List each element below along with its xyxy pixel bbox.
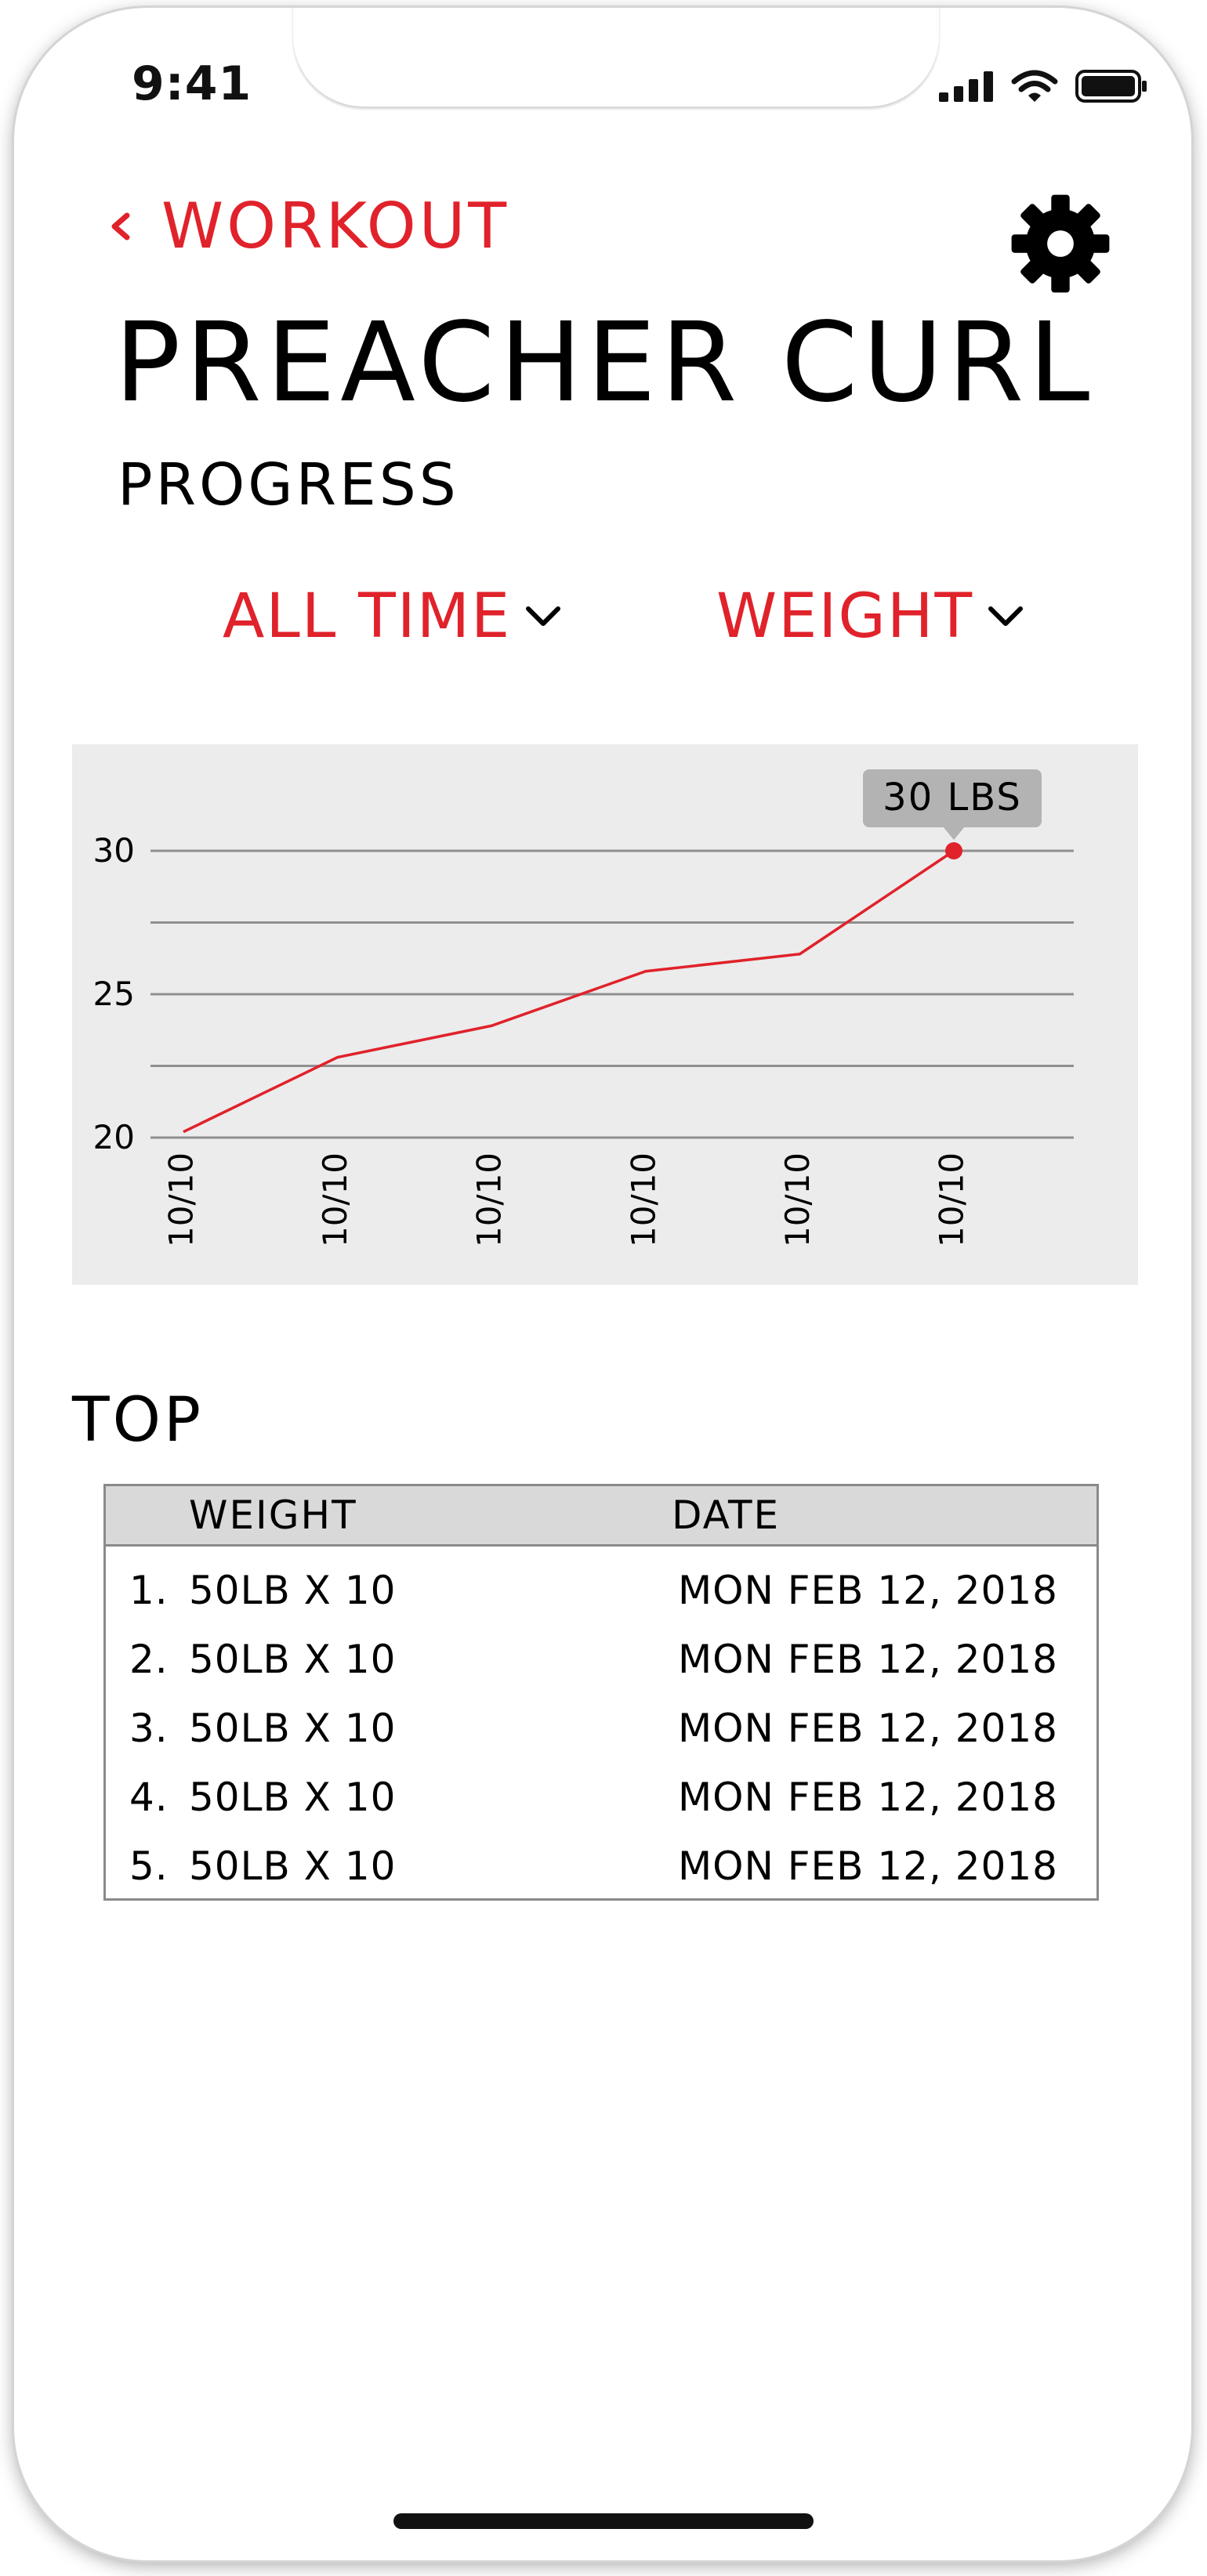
row-weight: 50LB X 10 xyxy=(189,1637,397,1682)
device-notch xyxy=(293,8,939,107)
y-tick-label: 25 xyxy=(93,975,135,1013)
phone-frame: 9:41 WORKOUT xyxy=(14,8,1191,2560)
home-indicator[interactable] xyxy=(393,2513,814,2529)
y-tick-label: 30 xyxy=(93,831,135,870)
x-tick-label: 10/10 xyxy=(162,1152,201,1247)
chevron-down-icon xyxy=(988,606,1024,626)
table-header: WEIGHT DATE xyxy=(106,1486,1096,1547)
chevron-left-icon xyxy=(111,212,130,240)
row-rank: 1. xyxy=(129,1568,169,1613)
progress-chart-svg: 30 25 20 10/10 10/10 10/10 10/10 10/10 10/10 30 L… xyxy=(93,769,1074,1247)
top-heading: TOP xyxy=(72,1385,205,1456)
table-row[interactable]: 4. 50LB X 10 MON FEB 12, 2018 xyxy=(106,1767,1096,1829)
tooltip-pointer xyxy=(943,827,965,840)
tooltip-label: 30 LBS xyxy=(883,776,1022,819)
column-header-date: DATE xyxy=(672,1492,781,1538)
row-rank: 5. xyxy=(129,1843,169,1889)
row-weight: 50LB X 10 xyxy=(189,1568,397,1613)
page-subtitle: PROGRESS xyxy=(118,451,459,519)
tooltip-box xyxy=(863,769,1042,827)
x-tick-label: 10/10 xyxy=(933,1152,971,1247)
highlight-point xyxy=(945,842,962,859)
table-row[interactable]: 3. 50LB X 10 MON FEB 12, 2018 xyxy=(106,1698,1096,1760)
row-rank: 3. xyxy=(129,1706,169,1751)
status-icons xyxy=(939,69,1147,103)
page-title: PREACHER CURL xyxy=(114,299,1095,427)
back-button-label: WORKOUT xyxy=(161,190,510,262)
cellular-signal-icon xyxy=(939,71,993,102)
top-sets-table: WEIGHT DATE 1. 50LB X 10 MON FEB 12, 2018 2… xyxy=(103,1484,1099,1901)
row-date: MON FEB 12, 2018 xyxy=(678,1775,1058,1820)
chevron-down-icon xyxy=(526,606,561,626)
status-time: 9:41 xyxy=(132,56,252,111)
row-weight: 50LB X 10 xyxy=(189,1775,397,1820)
table-row[interactable]: 2. 50LB X 10 MON FEB 12, 2018 xyxy=(106,1629,1096,1691)
row-date: MON FEB 12, 2018 xyxy=(678,1706,1058,1751)
wifi-icon xyxy=(1011,70,1058,102)
x-tick-label: 10/10 xyxy=(470,1152,509,1247)
row-rank: 2. xyxy=(129,1637,169,1682)
back-button[interactable]: WORKOUT xyxy=(110,190,509,262)
y-tick-label: 20 xyxy=(93,1118,135,1156)
x-tick-label: 10/10 xyxy=(316,1152,354,1247)
metric-dropdown[interactable]: WEIGHT xyxy=(716,581,1025,652)
x-tick-label: 10/10 xyxy=(778,1152,817,1247)
series-line xyxy=(183,849,955,1134)
time-range-label: ALL TIME xyxy=(223,581,512,652)
row-rank: 4. xyxy=(129,1775,169,1820)
table-row[interactable]: 1. 50LB X 10 MON FEB 12, 2018 xyxy=(106,1560,1096,1623)
battery-icon xyxy=(1075,70,1147,103)
table-row[interactable]: 5. 50LB X 10 MON FEB 12, 2018 xyxy=(106,1836,1096,1898)
row-date: MON FEB 12, 2018 xyxy=(678,1568,1058,1613)
row-date: MON FEB 12, 2018 xyxy=(678,1843,1058,1889)
row-weight: 50LB X 10 xyxy=(189,1843,397,1889)
time-range-dropdown[interactable]: ALL TIME xyxy=(223,581,563,652)
x-tick-label: 10/10 xyxy=(624,1152,662,1247)
metric-label: WEIGHT xyxy=(716,581,974,652)
row-weight: 50LB X 10 xyxy=(189,1706,397,1751)
gear-icon[interactable] xyxy=(1009,193,1111,295)
row-date: MON FEB 12, 2018 xyxy=(678,1637,1058,1682)
column-header-weight: WEIGHT xyxy=(189,1492,357,1538)
progress-chart: 30 25 20 10/10 10/10 10/10 10/10 10/10 10/10 30 L… xyxy=(72,744,1138,1285)
